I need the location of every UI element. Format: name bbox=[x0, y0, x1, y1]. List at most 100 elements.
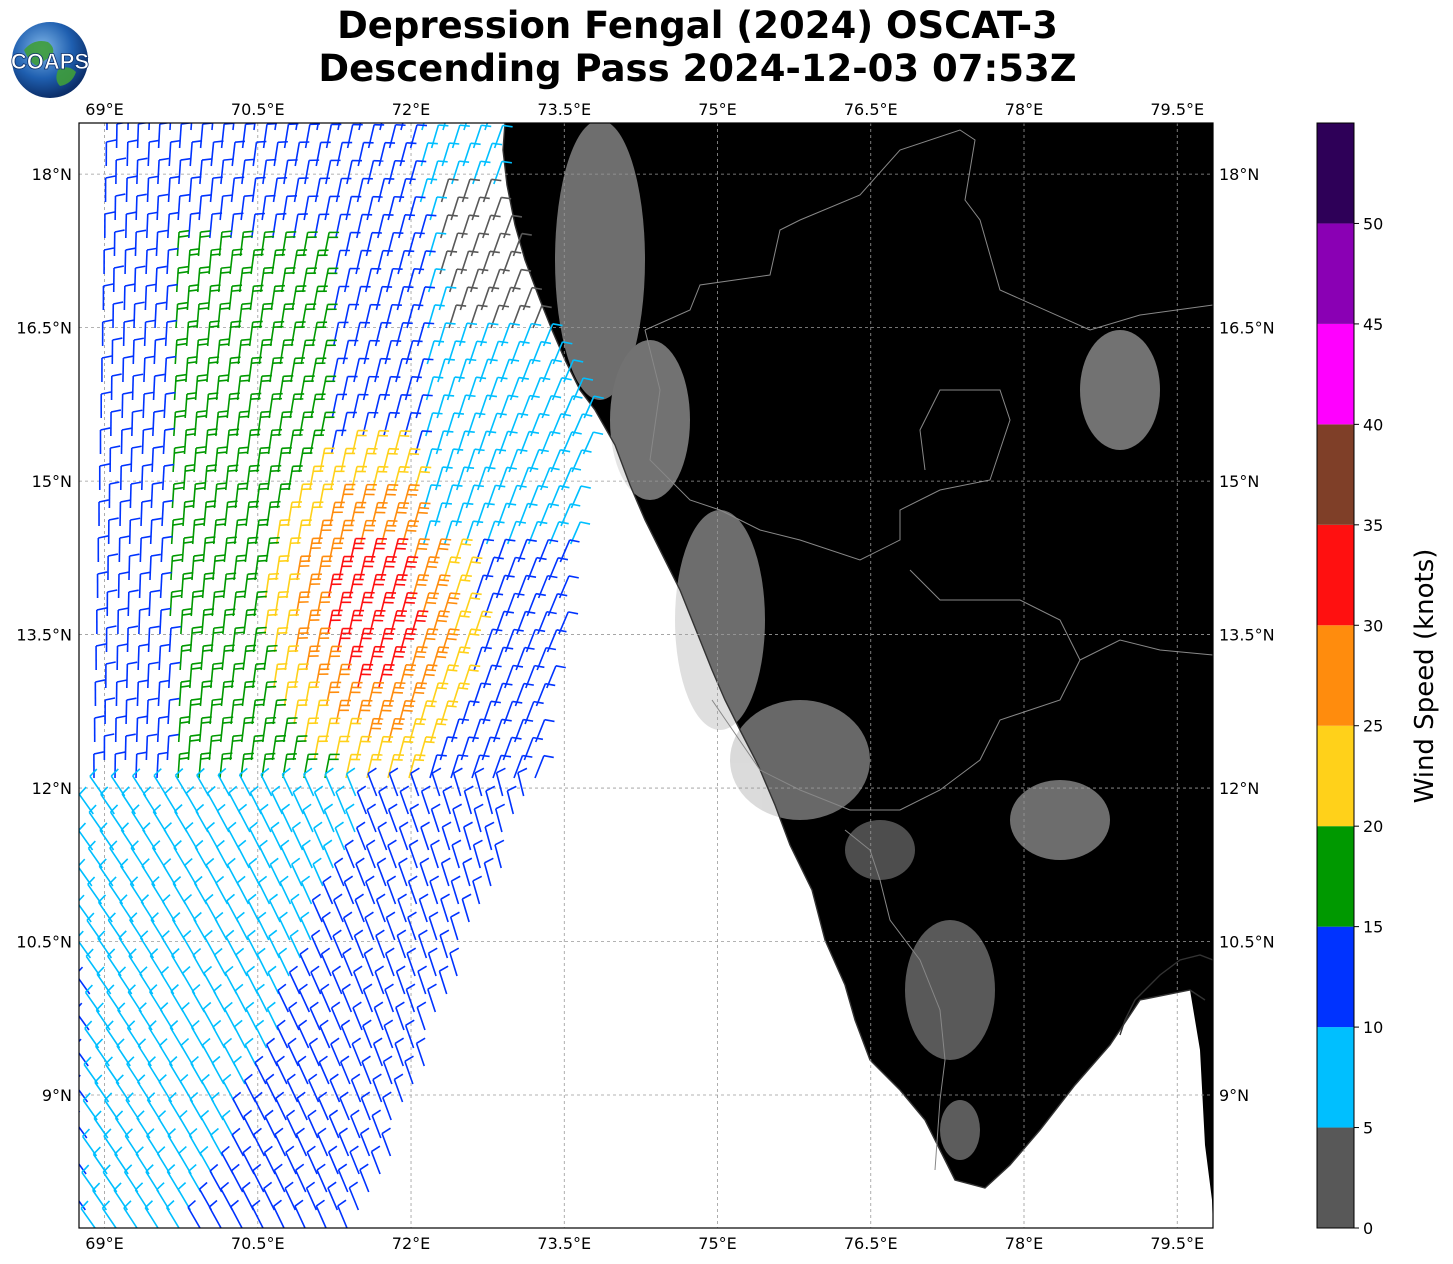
wind-barb bbox=[293, 177, 309, 203]
wind-barb bbox=[144, 283, 157, 311]
wind-barb bbox=[227, 821, 241, 851]
wind-barb bbox=[382, 447, 400, 473]
wind-barb bbox=[302, 231, 318, 257]
lat-tick-right: 12°N bbox=[1219, 779, 1259, 798]
wind-barb bbox=[397, 736, 415, 761]
wind-barb bbox=[123, 283, 135, 311]
wind-barb bbox=[350, 465, 368, 491]
wind-barb bbox=[254, 518, 269, 545]
wind-barb bbox=[400, 123, 404, 131]
wind-barb bbox=[365, 875, 376, 905]
wind-barb bbox=[115, 679, 127, 707]
wind-barb bbox=[231, 626, 246, 653]
wind-barb bbox=[359, 519, 377, 545]
wind-barb bbox=[316, 1163, 328, 1193]
wind-barb bbox=[388, 123, 406, 149]
wind-barb bbox=[286, 1073, 299, 1103]
wind-barb bbox=[331, 393, 348, 419]
wind-barb bbox=[410, 646, 428, 671]
wind-barb bbox=[95, 643, 107, 671]
wind-barb bbox=[389, 645, 407, 671]
wind-barb bbox=[307, 537, 323, 563]
wind-barb bbox=[340, 447, 357, 473]
wind-barb bbox=[313, 821, 325, 851]
wind-barb bbox=[450, 754, 469, 779]
wind-barb bbox=[221, 1109, 235, 1139]
wind-barb bbox=[338, 555, 354, 581]
wind-barb bbox=[115, 157, 127, 185]
wind-barb bbox=[425, 412, 443, 437]
wind-barb bbox=[403, 448, 421, 473]
wind-barb bbox=[378, 141, 396, 167]
wind-barb bbox=[117, 607, 129, 635]
wind-barb bbox=[160, 535, 173, 563]
wind-barb bbox=[238, 266, 253, 293]
wind-barb bbox=[317, 519, 334, 545]
wind-barb bbox=[376, 857, 387, 887]
wind-barb bbox=[292, 785, 305, 815]
wind-barb bbox=[229, 734, 244, 761]
wind-barb bbox=[462, 857, 473, 887]
wind-barb bbox=[265, 1037, 278, 1067]
wind-barb bbox=[191, 554, 204, 581]
wind-barb bbox=[234, 983, 248, 1013]
wind-barb bbox=[169, 1020, 184, 1049]
wind-barb bbox=[399, 628, 417, 653]
wind-barb bbox=[411, 574, 430, 599]
wind-barb bbox=[290, 357, 305, 383]
wind-barb bbox=[322, 267, 339, 293]
wind-barb bbox=[252, 1127, 266, 1157]
wind-barb bbox=[140, 499, 152, 527]
wind-barb bbox=[405, 983, 416, 1013]
wind-barb bbox=[177, 193, 190, 221]
wind-barb bbox=[267, 965, 280, 995]
wind-barb bbox=[119, 499, 131, 527]
wind-barb bbox=[162, 427, 175, 455]
wind-barb bbox=[93, 751, 104, 779]
wind-barb bbox=[325, 159, 341, 185]
wind-barb bbox=[317, 1127, 329, 1157]
wind-barb bbox=[346, 159, 363, 185]
wind-barb bbox=[174, 337, 187, 365]
wind-barb bbox=[243, 572, 258, 599]
wind-barb bbox=[220, 680, 235, 707]
wind-barb bbox=[248, 356, 263, 383]
wind-barb bbox=[332, 357, 348, 383]
wind-barb bbox=[212, 518, 227, 545]
wind-barb bbox=[145, 733, 158, 761]
wind-barb bbox=[326, 645, 342, 671]
wind-barb bbox=[335, 785, 347, 815]
wind-barb bbox=[209, 176, 223, 203]
wind-barb bbox=[210, 1091, 224, 1121]
wind-barb bbox=[290, 893, 302, 923]
wind-barb bbox=[311, 357, 327, 383]
wind-barb bbox=[251, 176, 266, 203]
wind-barb bbox=[303, 717, 320, 743]
wind-barb bbox=[170, 553, 183, 581]
wind-barb bbox=[404, 1019, 415, 1049]
wind-barb bbox=[419, 214, 437, 239]
wind-barb bbox=[148, 984, 163, 1013]
wind-barb bbox=[388, 767, 399, 797]
wind-barb bbox=[240, 194, 255, 221]
lat-tick-right: 18°N bbox=[1219, 165, 1259, 184]
wind-barb bbox=[325, 123, 342, 149]
wind-barb bbox=[307, 1073, 320, 1103]
wind-barb bbox=[416, 1001, 427, 1031]
wind-barb bbox=[135, 751, 147, 779]
wind-barb bbox=[114, 715, 127, 743]
wind-barb bbox=[146, 175, 159, 203]
wind-barb bbox=[408, 718, 427, 743]
wind-barb bbox=[394, 393, 412, 419]
wind-barb bbox=[230, 212, 244, 239]
wind-barb bbox=[473, 803, 484, 833]
wind-barb bbox=[461, 893, 472, 923]
wind-barb bbox=[320, 947, 332, 977]
wind-barb bbox=[410, 767, 420, 797]
wind-barb bbox=[323, 231, 340, 257]
wind-barb bbox=[294, 663, 309, 689]
wind-barb bbox=[391, 537, 409, 563]
wind-barb bbox=[141, 427, 154, 455]
lat-tick-left: 10.5°N bbox=[16, 933, 72, 952]
wind-barb bbox=[175, 301, 188, 329]
